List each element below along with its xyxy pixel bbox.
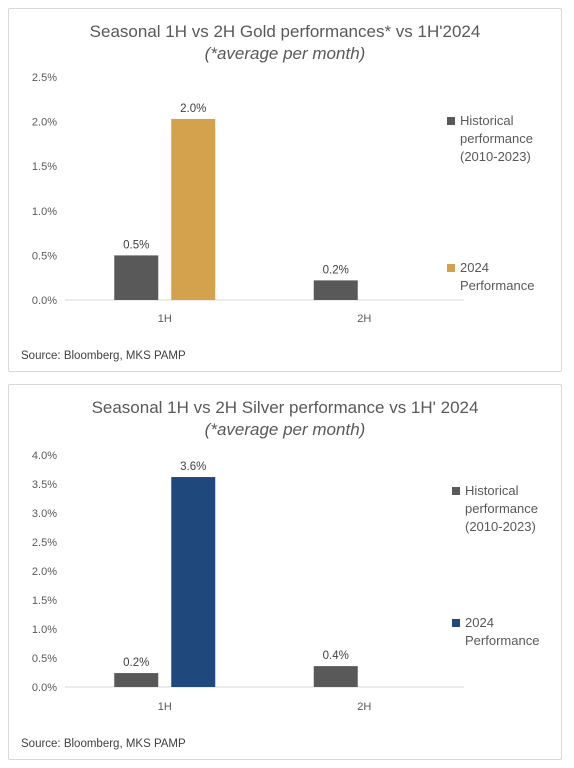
data-label: 0.5% <box>123 239 149 251</box>
data-label: 2.0% <box>180 103 206 115</box>
x-tick-label: 2H <box>357 313 371 325</box>
legend-label: Performance <box>465 633 539 648</box>
x-tick-label: 1H <box>158 701 172 713</box>
y-tick-label: 0.5% <box>32 653 57 665</box>
y-tick-label: 1.0% <box>32 206 57 218</box>
y-tick-label: 2.5% <box>32 72 57 84</box>
legend-label: 2024 <box>465 615 494 630</box>
gold-chart-panel: Seasonal 1H vs 2H Gold performances* vs … <box>8 8 562 372</box>
y-tick-label: 1.5% <box>32 595 57 607</box>
y-tick-label: 4.0% <box>32 450 57 462</box>
data-label: 0.2% <box>123 657 149 669</box>
y-tick-label: 1.5% <box>32 161 57 173</box>
legend-swatch <box>452 487 460 495</box>
bar-historical-2h <box>313 666 358 687</box>
source-note: Source: Bloomberg, MKS PAMP <box>21 350 186 362</box>
x-tick-label: 1H <box>158 313 172 325</box>
bar-historical-2h <box>313 280 358 300</box>
legend-swatch <box>447 264 455 272</box>
legend-label: Historical <box>465 483 519 498</box>
legend-label: performance <box>465 501 538 516</box>
data-label: 3.6% <box>180 461 206 473</box>
legend-swatch <box>447 117 455 125</box>
y-tick-label: 0.0% <box>32 682 57 694</box>
legend-label: 2024 <box>460 260 489 275</box>
legend-swatch <box>452 619 460 627</box>
chart-subtitle: (*average per month) <box>205 44 366 63</box>
silver-chart-panel: Seasonal 1H vs 2H Silver performance vs … <box>8 384 562 760</box>
chart-title: Seasonal 1H vs 2H Silver performance vs … <box>92 398 479 417</box>
legend-label: Historical <box>460 113 514 128</box>
legend-label: performance <box>460 131 533 146</box>
chart-subtitle: (*average per month) <box>205 420 366 439</box>
legend-label: Performance <box>460 278 534 293</box>
y-tick-label: 3.0% <box>32 508 57 520</box>
legend-label: (2010-2023) <box>460 149 531 164</box>
data-label: 0.4% <box>323 650 349 662</box>
bar-historical-1h <box>114 255 159 300</box>
x-tick-label: 2H <box>357 701 371 713</box>
y-tick-label: 0.0% <box>32 295 57 307</box>
legend-label: (2010-2023) <box>465 519 536 534</box>
y-tick-label: 2.5% <box>32 537 57 549</box>
y-tick-label: 2.0% <box>32 117 57 129</box>
y-tick-label: 1.0% <box>32 624 57 636</box>
bar-2024-1h <box>171 477 216 687</box>
y-tick-label: 2.0% <box>32 566 57 578</box>
chart-title: Seasonal 1H vs 2H Gold performances* vs … <box>90 22 481 41</box>
bar-2024-1h <box>171 118 216 300</box>
silver-chart: Seasonal 1H vs 2H Silver performance vs … <box>21 398 539 750</box>
y-tick-label: 0.5% <box>32 250 57 262</box>
data-label: 0.2% <box>323 264 349 276</box>
source-note: Source: Bloomberg, MKS PAMP <box>21 738 186 750</box>
y-tick-label: 3.5% <box>32 479 57 491</box>
bar-historical-1h <box>114 673 159 687</box>
gold-chart: Seasonal 1H vs 2H Gold performances* vs … <box>21 22 534 362</box>
